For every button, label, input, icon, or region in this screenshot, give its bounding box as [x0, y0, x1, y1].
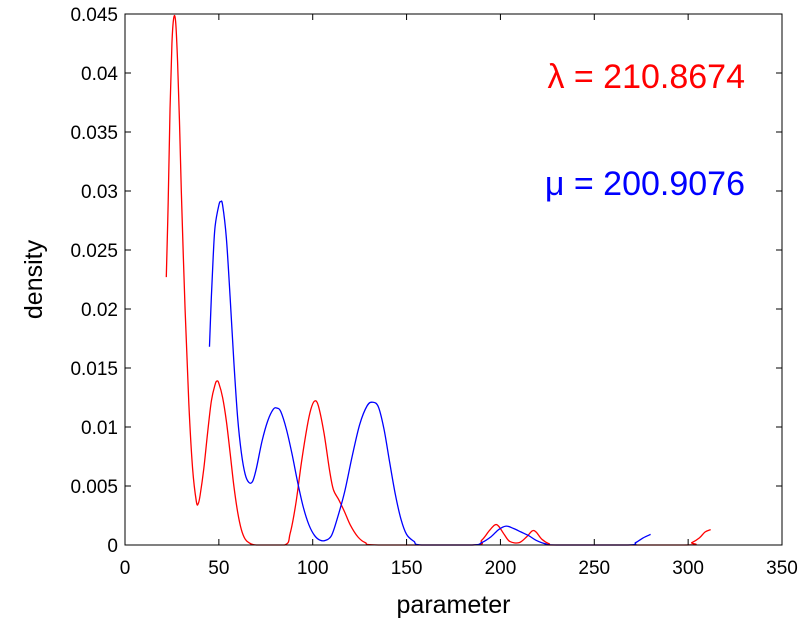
plot-frame — [124, 13, 783, 546]
plot-lines — [165, 14, 711, 546]
y-tick-label-9: 0.045 — [70, 5, 118, 26]
axis-ticks — [124, 13, 783, 546]
y-tick-label-7: 0.035 — [70, 123, 118, 144]
x-tick-label-1: 50 — [208, 558, 229, 579]
x-tick-label-4: 200 — [485, 558, 517, 579]
mu-annotation: μ = 200.9076 — [545, 165, 745, 203]
x-tick-label-6: 300 — [672, 558, 704, 579]
x-axis-label: parameter — [397, 591, 511, 619]
x-tick-label-3: 150 — [391, 558, 423, 579]
series-line-0 — [165, 14, 711, 546]
x-tick-label-0: 0 — [120, 558, 131, 579]
y-tick-label-1: 0.005 — [70, 477, 118, 498]
y-tick-label-0: 0 — [107, 536, 118, 557]
series-line-1 — [208, 200, 651, 546]
y-tick-label-3: 0.015 — [70, 359, 118, 380]
y-tick-label-5: 0.025 — [70, 241, 118, 262]
x-tick-label-5: 250 — [578, 558, 610, 579]
x-tick-label-2: 100 — [297, 558, 329, 579]
y-axis-label: density — [20, 239, 48, 319]
axis-tick-labels: 0 50 100 150 200 250 300 350 0 0.005 0.01 0.015 0.02… — [70, 5, 797, 579]
lambda-annotation: λ = 210.8674 — [547, 58, 745, 96]
y-tick-label-2: 0.01 — [81, 418, 118, 439]
x-tick-label-7: 350 — [766, 558, 798, 579]
y-tick-label-8: 0.04 — [81, 64, 118, 85]
y-tick-label-4: 0.02 — [81, 300, 118, 321]
y-tick-label-6: 0.03 — [81, 182, 118, 203]
